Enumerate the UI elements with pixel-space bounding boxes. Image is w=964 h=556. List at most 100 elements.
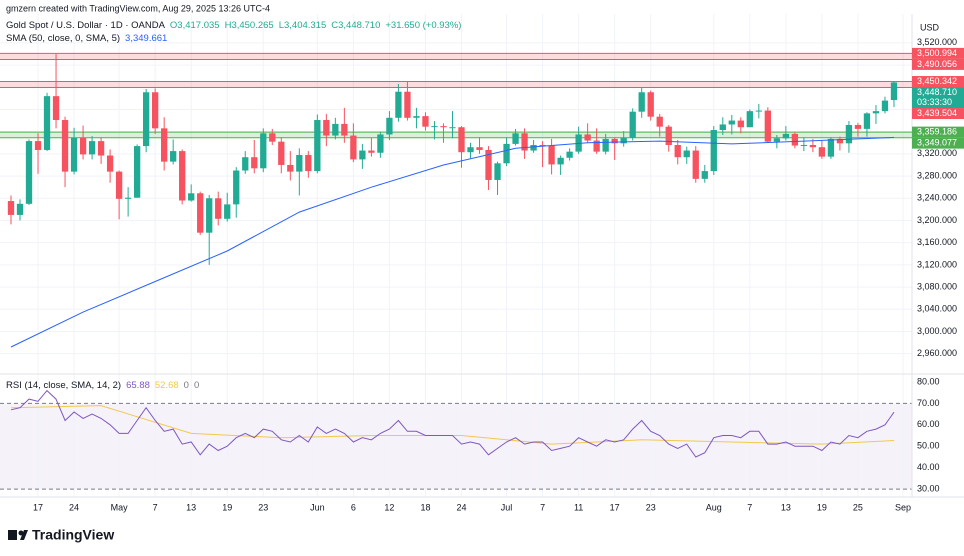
candle-body xyxy=(746,111,753,128)
legend-value: O3,417.035 xyxy=(170,20,220,31)
candle-body xyxy=(161,128,168,162)
legend-value: C3,448.710 xyxy=(331,20,380,31)
y-tick-label: 3,520.000 xyxy=(917,37,957,47)
candle-body xyxy=(305,154,312,172)
y-tick-label: 3,160.000 xyxy=(917,237,957,247)
x-tick-label: 23 xyxy=(258,502,268,512)
x-tick-label: 11 xyxy=(574,502,583,512)
candle-body xyxy=(539,144,546,146)
x-tick-label: 12 xyxy=(384,502,394,512)
x-tick-label: Aug xyxy=(706,502,722,512)
price-label: 3,490.056 xyxy=(917,59,957,69)
candle-body xyxy=(782,133,790,139)
x-tick-label: 7 xyxy=(153,502,158,512)
x-tick-label: 17 xyxy=(33,502,43,512)
x-tick-label: Sep xyxy=(895,502,911,512)
rsi-name: RSI (14, close, SMA, 14, 2) xyxy=(6,380,121,391)
candle-body xyxy=(755,110,762,112)
candle-body xyxy=(52,96,60,121)
candle-body xyxy=(449,127,456,129)
rsi-band xyxy=(0,403,912,490)
legend: Gold Spot / U.S. Dollar · 1D · OANDA O3,4… xyxy=(6,20,461,31)
x-tick-label: 6 xyxy=(351,502,356,512)
rsi-tick-label: 30.00 xyxy=(917,483,940,493)
candle-body xyxy=(404,91,411,118)
brand-logo: TradingView xyxy=(8,527,114,543)
x-tick-label: 19 xyxy=(222,502,232,512)
y-tick-label: 3,000.000 xyxy=(917,326,957,336)
candle-body xyxy=(809,144,817,148)
candle-body xyxy=(224,204,231,219)
candle-body xyxy=(863,113,871,129)
x-tick-label: 24 xyxy=(69,502,79,512)
candle-body xyxy=(458,127,465,153)
price-label: 3,349.077 xyxy=(917,137,957,147)
x-tick-label: 18 xyxy=(420,502,430,512)
x-tick-label: 17 xyxy=(610,502,620,512)
price-label-box xyxy=(912,76,964,88)
candle-body xyxy=(494,163,501,180)
candle-body xyxy=(629,111,636,138)
candle-body xyxy=(386,117,393,135)
y-tick-label: 3,280.000 xyxy=(917,170,957,180)
candle-body xyxy=(584,134,591,141)
price-label-box xyxy=(912,58,964,70)
candle-body xyxy=(170,151,177,162)
candle-body xyxy=(7,201,15,215)
candle-body xyxy=(827,138,835,157)
candle-body xyxy=(79,137,87,155)
rsi-tick-label: 70.00 xyxy=(917,398,940,408)
candle-body xyxy=(422,116,429,127)
sma-line xyxy=(10,136,895,348)
candle-body xyxy=(719,124,726,131)
x-tick-label: Jun xyxy=(310,502,325,512)
candle-body xyxy=(233,170,240,205)
price-label-box xyxy=(912,47,964,59)
sma-value: 3,349.661 xyxy=(125,33,167,44)
rsi-tick-label: 60.00 xyxy=(917,419,940,429)
candle-body xyxy=(476,147,483,150)
candle-body xyxy=(440,126,447,128)
candle-body xyxy=(296,154,303,172)
countdown: 03:33:30 xyxy=(917,97,952,107)
candle-body xyxy=(485,149,492,180)
candle-body xyxy=(142,92,150,147)
y-tick-label: 3,240.000 xyxy=(917,193,957,203)
candle-body xyxy=(106,155,114,172)
candle-body xyxy=(620,137,627,144)
rsi-extra: 0 xyxy=(184,380,189,391)
candle-body xyxy=(88,141,96,155)
rsi-tick-label: 40.00 xyxy=(917,462,940,472)
x-tick-label: 13 xyxy=(781,502,791,512)
rsi-extra: 0 xyxy=(194,380,199,391)
candle-body xyxy=(197,193,204,233)
candle-body xyxy=(530,144,537,151)
x-tick-label: 13 xyxy=(186,502,196,512)
y-tick-label: 3,080.000 xyxy=(917,281,957,291)
candle-body xyxy=(133,146,141,198)
brand: TradingView xyxy=(32,527,114,543)
candle-body xyxy=(242,157,249,171)
candle-body xyxy=(124,197,132,199)
price-label: 3,439.504 xyxy=(917,108,957,118)
x-tick-label: May xyxy=(111,502,129,512)
candle-body xyxy=(43,96,51,150)
rsi-value: 65.88 xyxy=(126,380,150,391)
x-tick-label: 7 xyxy=(540,502,545,512)
candle-body xyxy=(34,141,42,150)
candle-body xyxy=(25,141,33,204)
candle-body xyxy=(467,147,474,153)
rsi-ma-value: 52.68 xyxy=(155,380,179,391)
rsi-tick-label: 50.00 xyxy=(917,441,940,451)
candle-body xyxy=(413,116,420,118)
candle-body xyxy=(890,82,898,101)
candle-body xyxy=(764,110,771,142)
candle-body xyxy=(656,116,663,127)
candle-body xyxy=(872,111,880,114)
candle-body xyxy=(818,147,826,157)
candle-body xyxy=(70,137,78,172)
x-tick-label: 19 xyxy=(817,502,827,512)
sma-name: SMA (50, close, 0, SMA, 5) xyxy=(6,33,120,44)
candle-body xyxy=(332,123,339,136)
